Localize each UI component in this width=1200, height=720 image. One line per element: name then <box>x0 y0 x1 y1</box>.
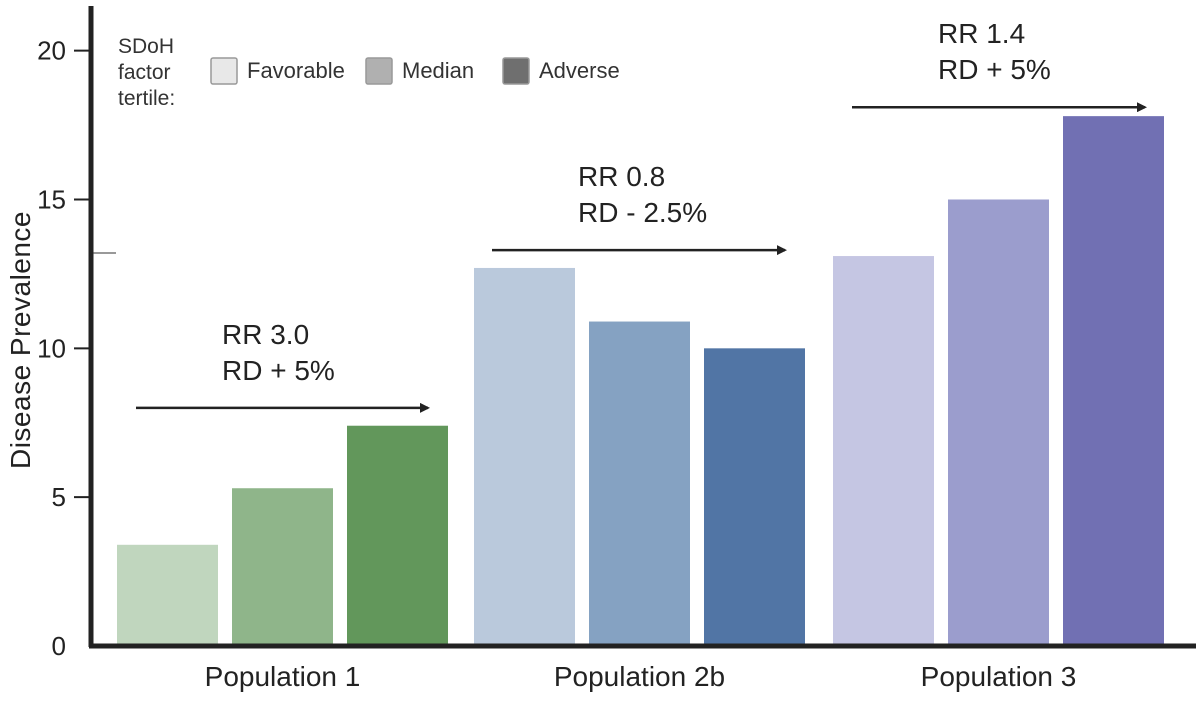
bar <box>833 256 934 646</box>
legend-swatch <box>210 57 238 85</box>
bar <box>589 321 690 646</box>
annotations: RR 3.0 RD + 5% RR 0.8 RD - 2.5% RR 1.4 RD + 5… <box>136 18 1147 413</box>
y-tick-label: 20 <box>37 36 66 66</box>
annotation-text: RR 3.0 <box>222 319 309 350</box>
legend-label: Median <box>402 58 474 83</box>
x-category-label: Population 3 <box>921 661 1077 692</box>
bar <box>117 544 218 646</box>
y-axis-ticks: 0 5 10 15 20 <box>37 36 91 661</box>
bar <box>948 199 1049 646</box>
legend-entries: Favorable Median Adverse <box>210 57 620 85</box>
annotation-text: RD + 5% <box>938 54 1051 85</box>
x-axis-categories: Population 1 Population 2b Population 3 <box>205 661 1077 692</box>
annotation-text: RD + 5% <box>222 355 335 386</box>
legend-title-line: tertile: <box>118 87 175 110</box>
bar <box>232 488 333 646</box>
annotation-text: RR 1.4 <box>938 18 1025 49</box>
legend-swatch <box>365 57 393 85</box>
x-category-label: Population 1 <box>205 661 361 692</box>
y-axis-label-group: Disease Prevalence <box>5 211 36 469</box>
y-tick-label: 5 <box>52 482 66 512</box>
bars <box>117 116 1164 647</box>
legend-swatch <box>502 57 530 85</box>
bar <box>1063 116 1164 647</box>
bar <box>704 348 805 646</box>
legend: SDoH factor tertile: Favorable Median Adve… <box>118 35 620 110</box>
annotation-text: RR 0.8 <box>578 161 665 192</box>
y-tick-label: 10 <box>37 333 66 363</box>
legend-title-line: factor <box>118 61 171 84</box>
legend-label: Adverse <box>539 58 620 83</box>
y-tick-label: 0 <box>52 631 66 661</box>
legend-title-line: SDoH <box>118 35 174 58</box>
y-tick-label: 15 <box>37 184 66 214</box>
bar <box>347 425 448 646</box>
legend-label: Favorable <box>247 58 345 83</box>
x-category-label: Population 2b <box>554 661 725 692</box>
bar <box>474 267 575 646</box>
annotation-text: RD - 2.5% <box>578 197 707 228</box>
y-axis-label: Disease Prevalence <box>5 211 36 469</box>
